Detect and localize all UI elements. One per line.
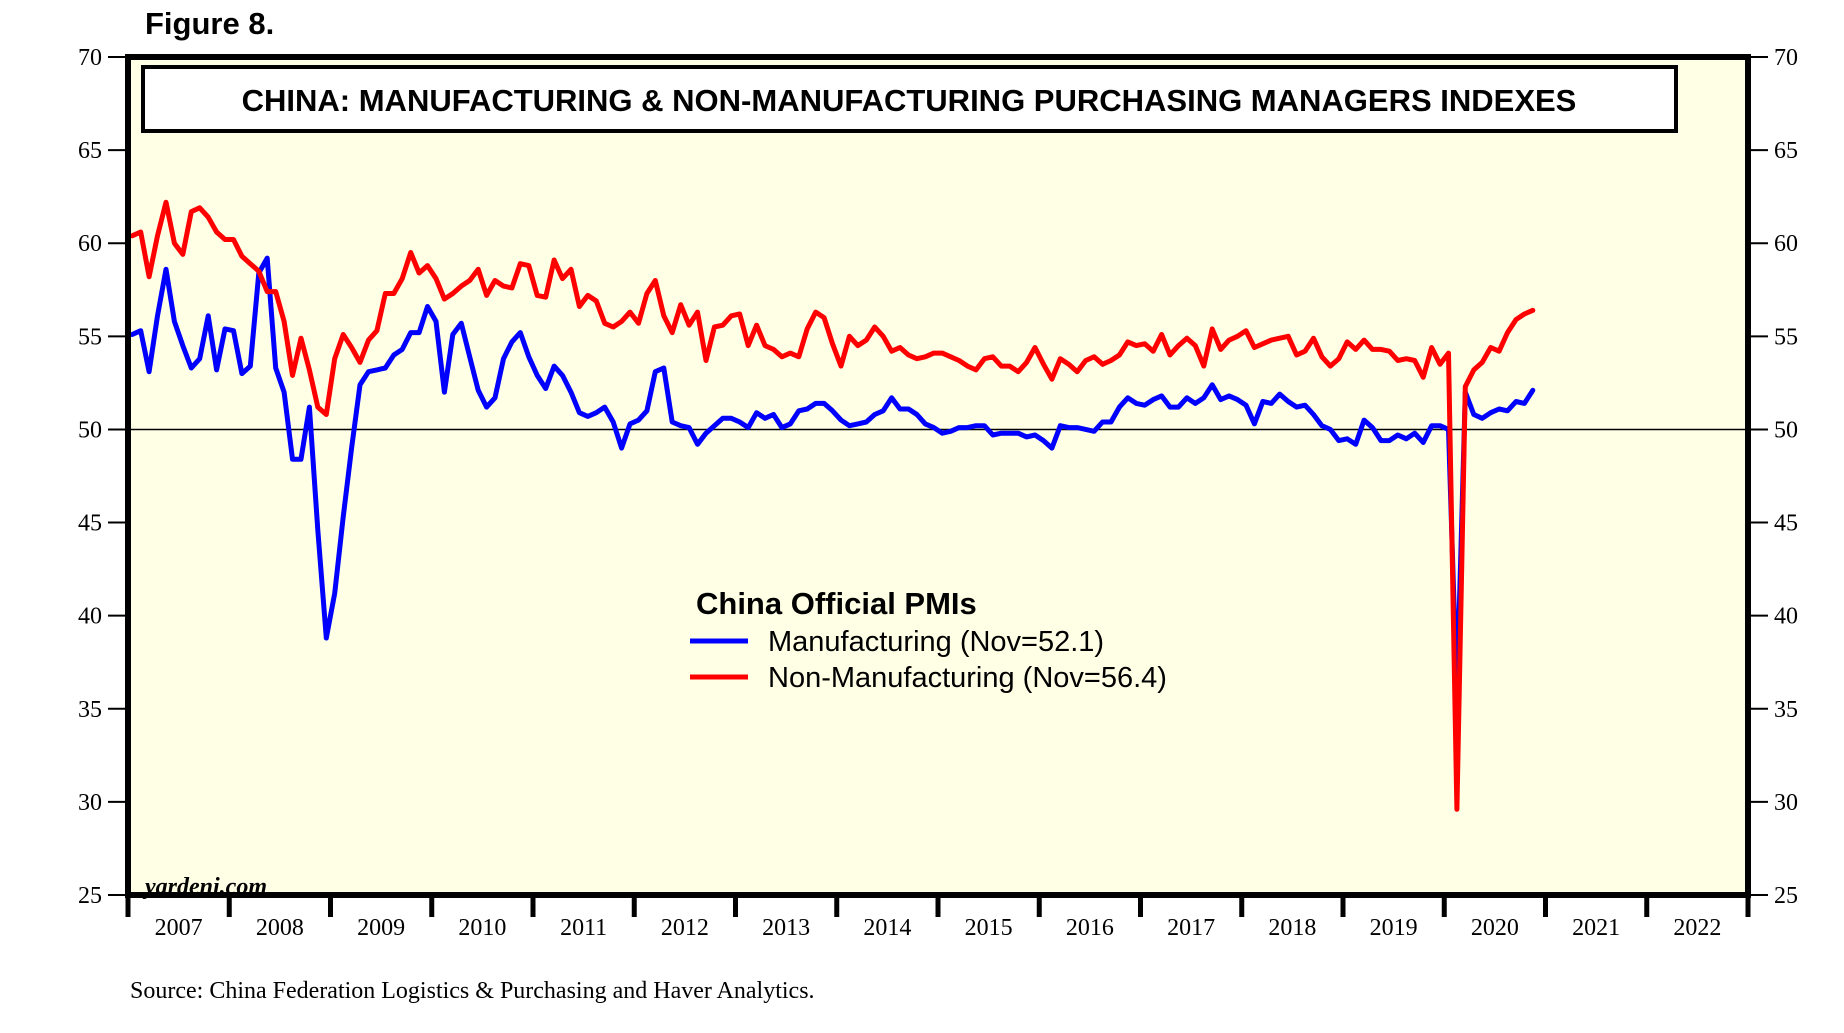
legend-title: China Official PMIs <box>696 586 977 621</box>
x-tick-label: 2009 <box>357 915 405 941</box>
series-line-non-manufacturing <box>129 199 1536 812</box>
x-tick-label: 2020 <box>1471 915 1519 941</box>
y-tick-label-left: 60 <box>78 231 102 257</box>
y-axis-right: 25 30 35 40 45 50 55 60 65 70 <box>1748 45 1798 909</box>
x-tick-label: 2017 <box>1167 915 1215 941</box>
y-tick-label-left: 65 <box>78 138 102 164</box>
y-tick-label-left: 35 <box>78 697 102 723</box>
y-tick-label-left: 55 <box>78 324 102 350</box>
x-tick-label: 2013 <box>762 915 810 941</box>
legend: China Official PMIs Manufacturing (Nov=5… <box>690 586 1167 694</box>
y-tick-label-left: 50 <box>78 417 102 443</box>
y-tick-label-left: 25 <box>78 883 102 909</box>
legend-label-non-manufacturing: Non-Manufacturing (Nov=56.4) <box>768 662 1167 694</box>
plot-background <box>128 57 1748 895</box>
y-axis-left: 25 30 35 40 45 50 55 60 65 70 <box>78 45 128 909</box>
x-axis: 2007 2008 2009 2010 2011 2012 2013 2014 2015 2016… <box>125 895 1751 941</box>
x-tick-label: 2010 <box>458 915 506 941</box>
figure-label: Figure 8. <box>145 6 275 41</box>
x-tick-label: 2014 <box>863 915 911 941</box>
y-tick-label-left: 30 <box>78 790 102 816</box>
watermark: yardeni.com <box>142 874 267 900</box>
x-tick-label: 2011 <box>560 915 607 941</box>
legend-label-manufacturing: Manufacturing (Nov=52.1) <box>768 626 1104 658</box>
x-tick-label: 2012 <box>661 915 709 941</box>
y-tick-label-right: 30 <box>1774 790 1798 816</box>
y-tick-label-right: 55 <box>1774 324 1798 350</box>
y-tick-label-right: 40 <box>1774 604 1798 630</box>
x-tick-label: 2019 <box>1370 915 1418 941</box>
source-note: Source: China Federation Logistics & Pur… <box>130 978 815 1004</box>
x-tick-label: 2018 <box>1268 915 1316 941</box>
y-tick-label-left: 45 <box>78 511 102 537</box>
x-tick-label: 2015 <box>965 915 1013 941</box>
y-tick-label-left: 40 <box>78 604 102 630</box>
y-tick-label-right: 60 <box>1774 231 1798 257</box>
chart-title: CHINA: MANUFACTURING & NON-MANUFACTURING… <box>242 83 1577 118</box>
y-tick-label-right: 50 <box>1774 417 1798 443</box>
x-tick-label: 2022 <box>1673 915 1721 941</box>
x-tick-label: 2016 <box>1066 915 1114 941</box>
title-box <box>141 65 1678 133</box>
x-tick-label: 2008 <box>256 915 304 941</box>
y-tick-label-left: 70 <box>78 45 102 71</box>
y-tick-label-right: 45 <box>1774 511 1798 537</box>
y-tick-label-right: 70 <box>1774 45 1798 71</box>
y-tick-label-right: 35 <box>1774 697 1798 723</box>
series-group <box>129 199 1536 812</box>
series-line-manufacturing <box>129 255 1536 699</box>
x-tick-label: 2021 <box>1572 915 1620 941</box>
y-tick-label-right: 25 <box>1774 883 1798 909</box>
x-tick-label: 2007 <box>155 915 203 941</box>
y-tick-label-right: 65 <box>1774 138 1798 164</box>
